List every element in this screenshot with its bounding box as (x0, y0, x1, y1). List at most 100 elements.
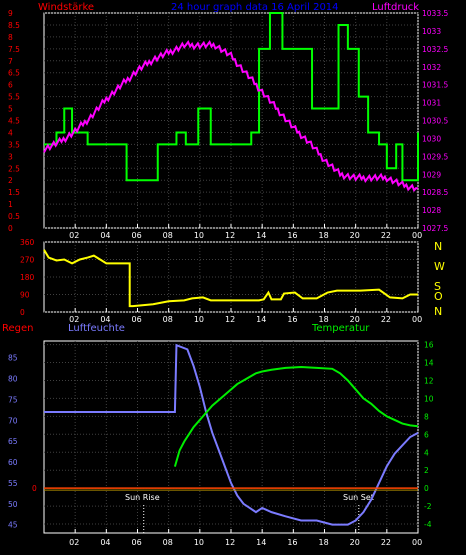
humidity-tick-label: 55 (8, 479, 18, 488)
wind-tick-label: 8 (8, 33, 13, 42)
graph-title: 24 hour graph data 16 April 2014 (171, 2, 339, 13)
x-tick-label: 02 (69, 231, 79, 240)
x-tick-label: 08 (163, 231, 173, 240)
direction-series-line (43, 249, 418, 308)
pressure-tick-label: 1032 (422, 63, 441, 72)
compass-w: W (434, 260, 445, 273)
temperature-tick-label: -4 (424, 520, 432, 529)
x-tick-label: 10 (194, 315, 204, 324)
pressure-tick-label: 1027.5 (422, 224, 448, 233)
x-tick-label: 20 (350, 538, 360, 547)
compass-s: S (434, 280, 441, 293)
pressure-tick-label: 1030.5 (422, 117, 448, 126)
x-tick-label: 14 (256, 231, 266, 240)
x-tick-label: 14 (256, 538, 266, 547)
x-tick-label: 14 (256, 315, 266, 324)
x-tick-label: 16 (287, 231, 297, 240)
pressure-tick-label: 1028.5 (422, 188, 448, 197)
x-tick-label: 18 (319, 231, 329, 240)
pressure-tick-label: 1030 (422, 134, 441, 143)
pressure-tick-label: 1029.5 (422, 152, 448, 161)
x-tick-label: 06 (132, 538, 142, 547)
x-tick-label: 02 (69, 538, 79, 547)
x-tick-label: 16 (287, 315, 297, 324)
x-tick-label: 02 (69, 315, 79, 324)
x-tick-label: 16 (287, 538, 297, 547)
pressure-tick-label: 1033 (422, 27, 441, 36)
wind-tick-label: 7 (8, 57, 13, 66)
wind-tick-label: 6 (8, 81, 13, 90)
x-tick-label: 04 (100, 231, 110, 240)
x-tick-label: 12 (225, 231, 235, 240)
humidity-tick-label: 75 (8, 395, 18, 404)
temperature-tick-label: 12 (424, 376, 434, 385)
compass-o: O (434, 290, 443, 303)
humidity-tick-label: 80 (8, 375, 18, 384)
x-tick-label: 22 (381, 538, 391, 547)
wind-tick-label: 5 (8, 105, 13, 114)
humidity-tick-label: 70 (8, 416, 18, 425)
temperature-tick-label: -2 (424, 502, 432, 511)
x-tick-label: 06 (132, 231, 142, 240)
x-tick-label: 18 (319, 315, 329, 324)
temperature-tick-label: 8 (424, 412, 429, 421)
pressure-tick-label: 1029 (422, 170, 441, 179)
compass-n-bottom: N (434, 305, 442, 318)
x-tick-label: 08 (163, 538, 173, 547)
temperature-tick-label: 16 (424, 341, 434, 350)
pressure-tick-label: 1031 (422, 99, 441, 108)
x-tick-label: 00 (412, 538, 422, 547)
wind-tick-label: 2.5 (8, 164, 20, 173)
direction-tick-label: 0 (20, 308, 25, 317)
humidity-axis-title: Luftfeuchte (68, 323, 125, 334)
temperature-tick-label: 0 (424, 484, 429, 493)
direction-tick-label: 360 (20, 238, 35, 247)
wind-tick-label: 9 (8, 9, 13, 18)
direction-tick-label: 180 (20, 273, 35, 282)
wind-tick-label: 3.5 (8, 140, 20, 149)
temperature-axis-title: Temperatur (311, 323, 370, 334)
wind-tick-label: 8.5 (8, 21, 20, 30)
temperature-tick-label: 10 (424, 394, 434, 403)
x-tick-label: 20 (350, 231, 360, 240)
wind-tick-label: 4 (8, 128, 13, 137)
x-tick-label: 12 (225, 538, 235, 547)
x-tick-label: 20 (350, 315, 360, 324)
x-tick-label: 18 (319, 538, 329, 547)
pressure-tick-label: 1028 (422, 206, 441, 215)
pressure-axis-title: Luftdruck (372, 2, 419, 13)
x-tick-label: 06 (132, 315, 142, 324)
x-tick-label: 22 (381, 231, 391, 240)
pressure-tick-label: 1031.5 (422, 81, 448, 90)
compass-n-top: N (434, 240, 442, 253)
x-tick-label: 00 (412, 315, 422, 324)
wind-tick-label: 0 (8, 224, 13, 233)
wind-tick-label: 0.5 (8, 212, 20, 221)
temperature-series-line (173, 366, 419, 467)
x-tick-label: 08 (163, 315, 173, 324)
pressure-series-line (43, 40, 419, 193)
x-tick-label: 22 (381, 315, 391, 324)
wind-tick-label: 3 (8, 152, 13, 161)
temperature-tick-label: 4 (424, 448, 429, 457)
wind-tick-label: 7.5 (8, 45, 20, 54)
pressure-tick-label: 1033.5 (422, 9, 448, 18)
sunset-label: Sun Set (343, 493, 374, 502)
rain-axis-title: Regen (2, 323, 34, 334)
x-tick-label: 00 (412, 231, 422, 240)
direction-tick-label: 270 (20, 256, 35, 265)
x-tick-label: 04 (100, 538, 110, 547)
rain-tick-label: 0 (32, 484, 37, 493)
wind-axis-title: Windstärke (38, 2, 94, 13)
wind-tick-label: 1 (8, 200, 13, 209)
wind-series-line (44, 12, 419, 182)
humidity-tick-label: 65 (8, 437, 18, 446)
x-tick-label: 04 (100, 315, 110, 324)
x-tick-label: 10 (194, 538, 204, 547)
temperature-tick-label: 14 (424, 359, 434, 368)
x-tick-label: 12 (225, 315, 235, 324)
direction-tick-label: 90 (20, 291, 30, 300)
x-tick-label: 10 (194, 231, 204, 240)
temperature-tick-label: 6 (424, 430, 429, 439)
